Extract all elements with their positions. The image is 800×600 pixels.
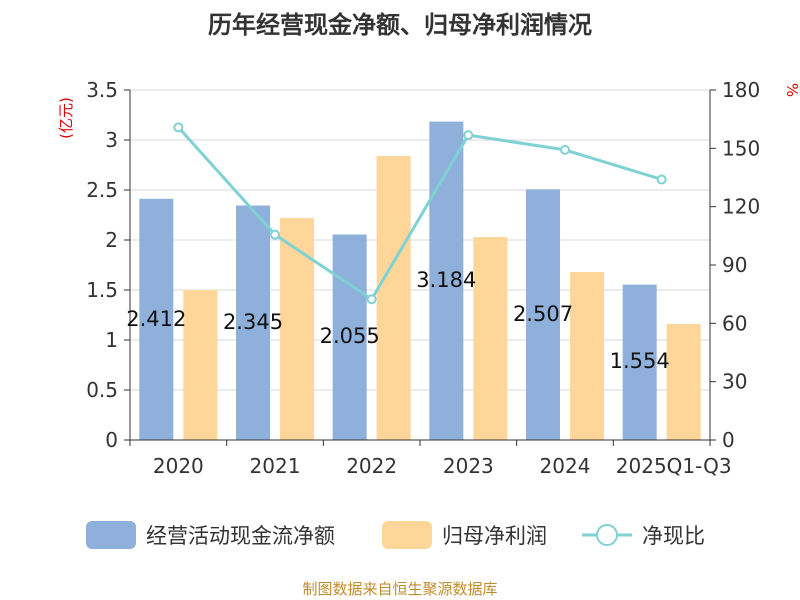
left-tick-label: 3	[105, 128, 118, 152]
axes: 0 0.5 1 1.5 2 2.5 3 3.5 0 30 60 90 120 150 180 2020 2021…	[86, 78, 760, 478]
right-tick-label: 90	[722, 253, 747, 277]
left-tick-label: 3.5	[86, 78, 118, 102]
left-tick-label: 1.5	[86, 278, 118, 302]
ratio-point	[366, 294, 377, 305]
profit-bar	[183, 290, 218, 440]
cashflow-data-label: 2.345	[223, 310, 283, 334]
legend-label: 净现比	[642, 524, 705, 548]
profit-bar	[376, 156, 411, 440]
legend-label: 经营活动现金流净额	[146, 524, 335, 548]
cashflow-data-label: 3.184	[416, 268, 476, 292]
right-axis-unit: %	[783, 83, 800, 97]
grid	[130, 89, 710, 391]
cashflow-data-label: 2.055	[320, 324, 380, 348]
legend-marker	[596, 524, 618, 546]
x-tick-label: 2021	[250, 454, 301, 478]
right-tick-label: 150	[722, 136, 760, 160]
ratio-point	[656, 174, 667, 185]
right-tick-label: 180	[722, 78, 760, 102]
ratio-line	[173, 122, 667, 305]
left-tick-label: 2	[105, 228, 118, 252]
left-tick-label: 0.5	[86, 378, 118, 402]
cashflow-bar	[236, 205, 270, 440]
x-tick-label: 2023	[443, 454, 494, 478]
cashflow-data-label: 1.554	[610, 349, 670, 373]
cashflow-data-label: 2.507	[513, 302, 573, 326]
legend-label: 归母净利润	[442, 524, 547, 548]
x-tick-label: 2022	[346, 454, 397, 478]
chart-title: 历年经营现金净额、归母净利润情况	[208, 11, 592, 39]
cashflow-bar	[332, 234, 367, 440]
profit-bar	[570, 272, 604, 440]
profit-bar	[473, 237, 508, 440]
legend-swatch	[382, 521, 432, 549]
cashflow-bar	[139, 198, 174, 440]
ratio-point	[560, 144, 570, 155]
legend-swatch	[86, 521, 136, 549]
bars	[139, 121, 701, 440]
right-tick-label: 60	[722, 311, 747, 335]
ratio-line-path	[177, 126, 663, 301]
profit-bar	[280, 218, 314, 440]
x-tick-label: 2024	[540, 454, 591, 478]
left-tick-label: 0	[105, 428, 118, 452]
source-note: 制图数据来自恒生聚源数据库	[302, 580, 497, 598]
cashflow-bar	[526, 189, 560, 440]
profit-bar	[666, 324, 701, 440]
cashflow-bar	[622, 284, 657, 440]
right-tick-label: 30	[722, 370, 747, 394]
legend: 经营活动现金流净额 归母净利润 净现比	[86, 521, 705, 549]
data-labels: 2.412 2.345 2.055 3.184 2.507 1.554	[126, 268, 669, 373]
ratio-point	[463, 130, 474, 141]
ratio-point	[270, 229, 280, 240]
left-tick-label: 2.5	[86, 178, 118, 202]
right-tick-label: 0	[722, 428, 735, 452]
cashflow-data-label: 2.412	[126, 307, 186, 331]
x-tick-label: 2025Q1-Q3	[616, 454, 732, 478]
left-axis-unit: (亿元)	[57, 97, 75, 139]
right-tick-label: 120	[722, 195, 760, 219]
ratio-point	[173, 122, 184, 133]
left-tick-label: 1	[105, 328, 118, 352]
x-tick-label: 2020	[153, 454, 204, 478]
